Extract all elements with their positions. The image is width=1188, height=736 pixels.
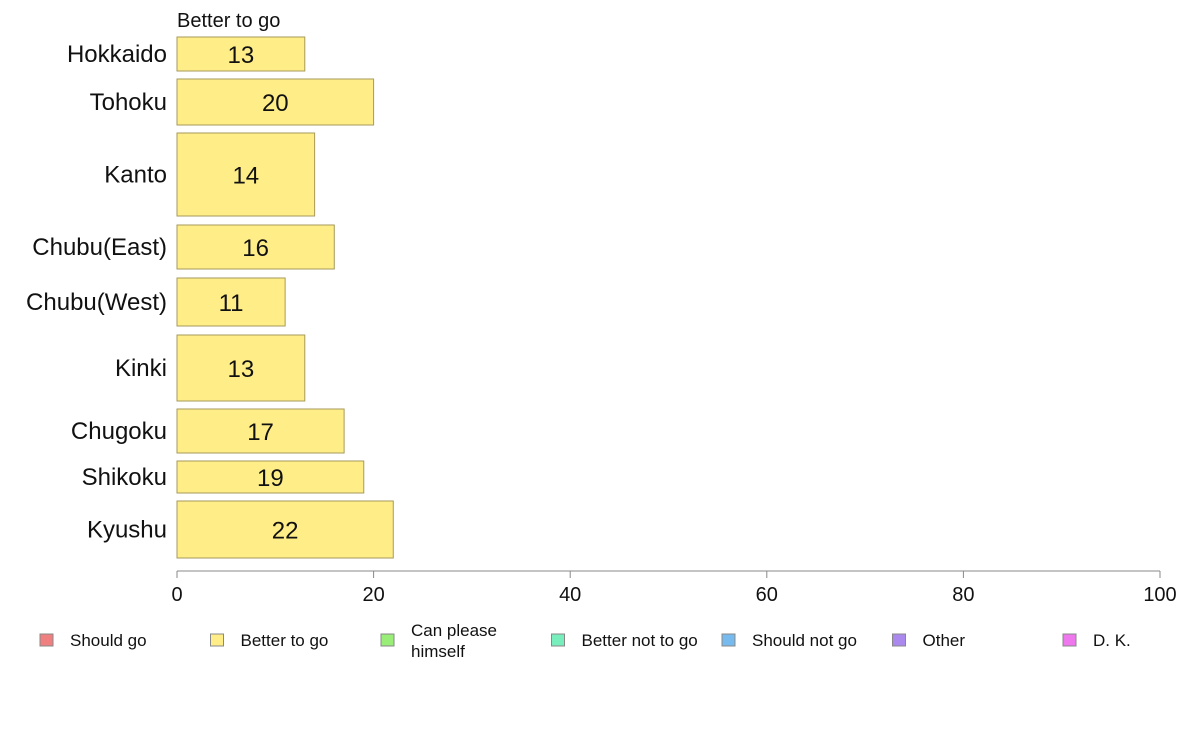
- bar: [176, 277, 286, 327]
- legend-swatch: [551, 633, 565, 647]
- bar: [176, 500, 394, 559]
- bar: [176, 334, 306, 402]
- legend-label: Should not go: [752, 631, 857, 650]
- category-label: Tohoku: [90, 89, 167, 116]
- category-label: Chugoku: [71, 418, 167, 445]
- bar: [176, 460, 365, 494]
- legend-label: Can please himself: [411, 621, 497, 661]
- x-tick-label: 40: [559, 584, 581, 606]
- bar: [176, 224, 335, 270]
- bar: [176, 36, 306, 72]
- data-label: 20: [262, 90, 289, 117]
- bar: [176, 132, 316, 217]
- x-tick-label: 20: [362, 584, 384, 606]
- category-label: Kanto: [104, 162, 167, 189]
- legend-swatch: [380, 633, 395, 647]
- data-label: 22: [272, 518, 299, 545]
- legend-label: D. K.: [1093, 631, 1131, 650]
- legend-swatch: [721, 633, 736, 647]
- legend-label: Better to go: [241, 631, 329, 650]
- category-label: Chubu(West): [26, 289, 167, 316]
- data-label: 13: [228, 42, 255, 69]
- legend-label: Other: [923, 631, 966, 650]
- legend-swatch: [892, 633, 906, 647]
- data-label: 17: [247, 419, 274, 446]
- category-label: Hokkaido: [67, 41, 167, 68]
- category-label: Chubu(East): [32, 234, 167, 261]
- bar: [176, 408, 345, 454]
- x-axis: 0 20 40 60 80 100: [171, 570, 1177, 606]
- legend-label: Better not to go: [582, 631, 698, 650]
- legend-swatch: [210, 633, 224, 647]
- x-tick-label: 0: [171, 584, 182, 606]
- data-label: 19: [257, 465, 284, 492]
- legend-swatch: [39, 633, 54, 647]
- legend: Should go Better to go Can please himself Be…: [39, 621, 1131, 661]
- bar: [176, 78, 375, 126]
- x-tick-label: 100: [1143, 584, 1176, 606]
- category-label: Shikoku: [82, 464, 167, 491]
- series-title: Better to go: [177, 10, 280, 32]
- data-label: 16: [242, 235, 269, 262]
- legend-label: Should go: [70, 631, 147, 650]
- x-tick-label: 80: [952, 584, 974, 606]
- data-label: 14: [232, 163, 259, 190]
- data-label: 13: [228, 356, 255, 383]
- category-label: Kinki: [115, 355, 167, 382]
- bars-group: Hokkaido 13 Tohoku 20 Kanto 14 Chubu(East) 16 Ch…: [26, 36, 394, 559]
- data-label: 11: [219, 290, 244, 317]
- x-tick-label: 60: [756, 584, 778, 606]
- category-label: Kyushu: [87, 517, 167, 544]
- legend-swatch: [1062, 633, 1077, 647]
